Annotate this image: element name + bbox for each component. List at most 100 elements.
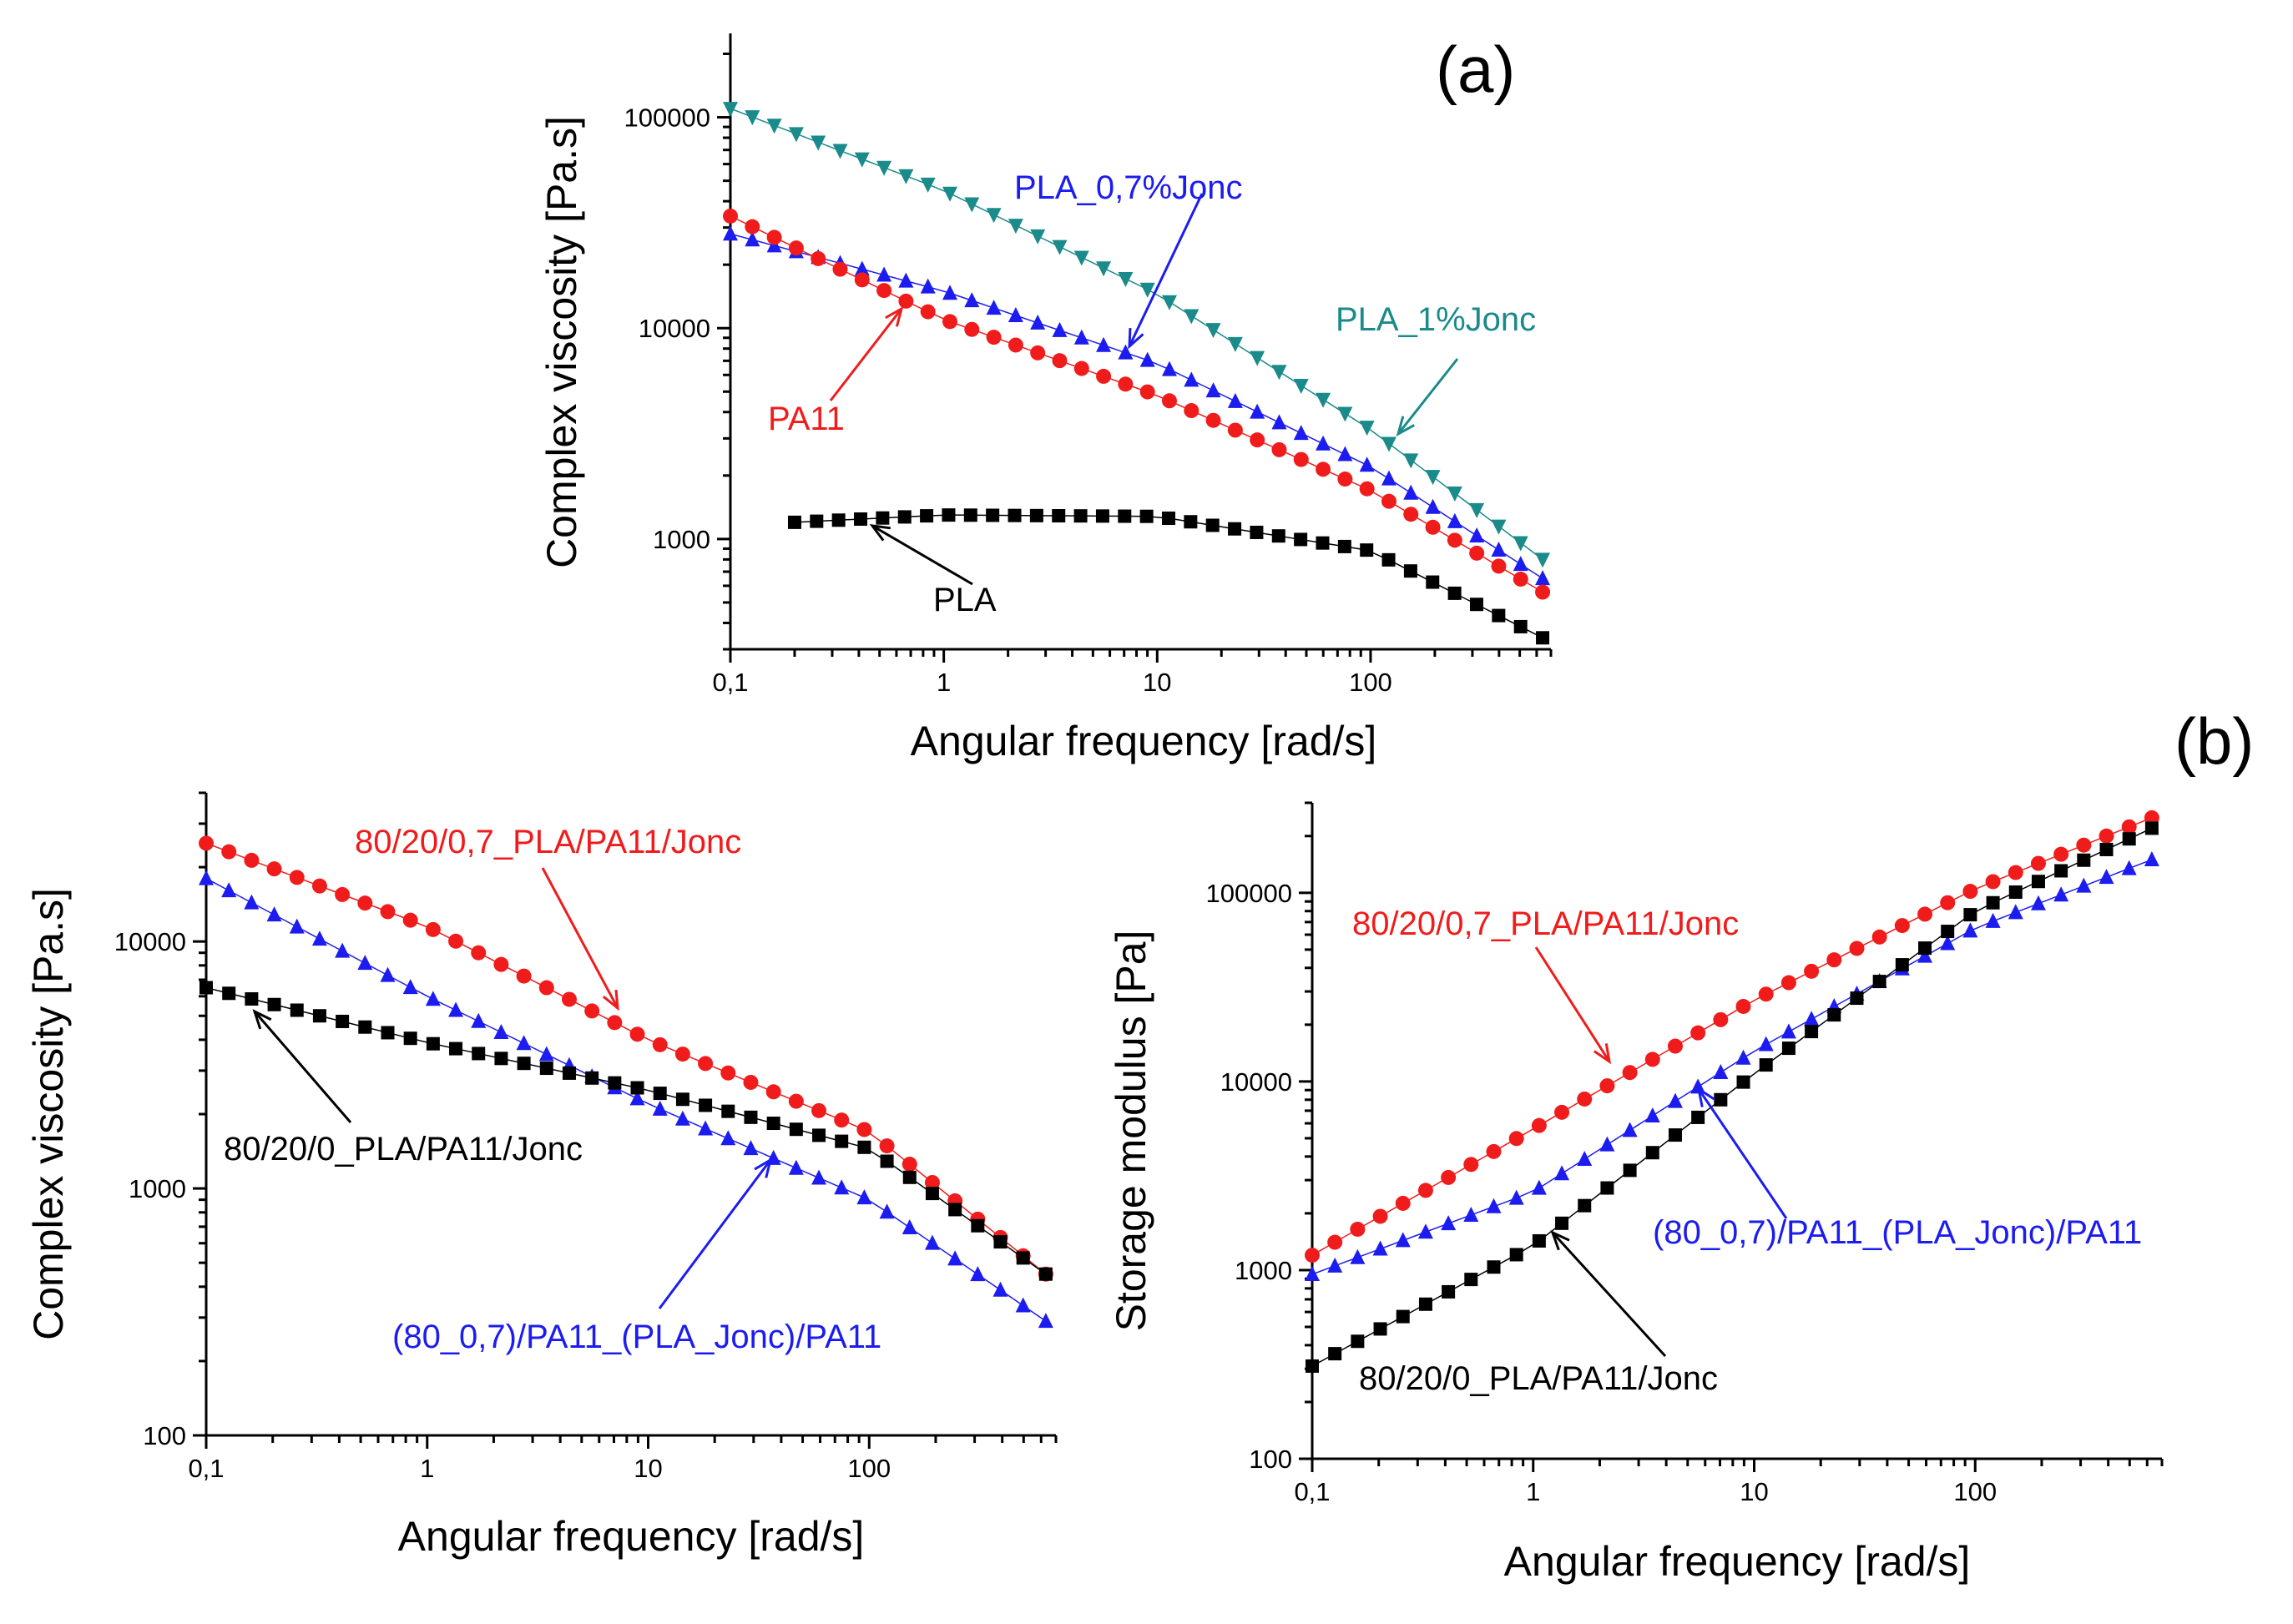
data-point-square [449,1041,463,1056]
data-point-triangle-up [947,1250,963,1266]
data-point-square [426,1036,440,1051]
data-point-circle [698,1056,714,1072]
data-point-triangle-up [698,1120,714,1136]
data-point-triangle-up [1535,570,1551,586]
data-point-triangle-down [1381,436,1397,452]
data-point-square [787,515,801,529]
data-point-square [517,1057,531,1071]
data-point-square [925,1187,939,1201]
data-point-circle [335,886,351,902]
data-point-triangle-up [652,1100,668,1116]
data-point-circle [942,314,957,330]
data-point-triangle-up [1038,1313,1053,1329]
data-point-triangle-up [1139,351,1155,367]
data-point-circle [1644,1052,1660,1067]
data-point-circle [1293,451,1309,467]
data-point-circle [1985,874,2001,890]
data-point-square [358,1020,372,1034]
data-point-circle [1161,393,1177,409]
data-point-circle [898,293,914,309]
data-point-square [831,513,846,527]
data-point-triangle-down [1227,336,1243,352]
data-point-triangle-up [1447,512,1462,528]
data-point-triangle-up [1599,1136,1615,1152]
data-point-triangle-up [2121,860,2137,875]
data-point-square [699,1098,713,1112]
data-point-triangle-down [1271,365,1287,381]
data-point-circle [1535,584,1551,600]
y-axis-label: Complex viscosity [Pa.s] [25,888,72,1340]
data-point-circle [1940,895,1956,910]
data-point-triangle-up [854,260,870,276]
x-tick-label: 100 [1349,668,1392,697]
data-point-circle [856,1122,872,1137]
data-point-square [1623,1163,1637,1178]
data-point-triangle-up [244,894,260,910]
data-point-square [675,1092,689,1107]
y-tick-label: 10000 [639,314,710,343]
data-point-square [1403,564,1417,578]
annotation-arrow [1128,193,1204,347]
data-point-square [1139,509,1154,523]
data-point-square [942,508,956,522]
data-point-circle [788,240,804,256]
data-point-circle [1227,422,1243,438]
data-point-square [920,509,934,523]
data-point-circle [538,980,554,996]
data-point-circle [964,321,980,337]
data-point-circle [607,1015,623,1031]
data-point-triangle-up [2053,886,2069,902]
series-pa11 [723,208,1551,600]
data-point-square [539,1062,553,1076]
data-point-square [1532,1233,1546,1248]
data-point-triangle-up [1463,1206,1479,1222]
data-point-triangle-down [1118,272,1134,288]
data-point-square [2031,875,2045,889]
data-point-triangle-up [1250,403,1265,419]
data-point-square [880,1154,894,1168]
data-point-square [1008,508,1022,522]
data-point-triangle-down [1205,323,1221,339]
data-point-triangle-up [629,1090,645,1106]
data-point-square [1337,539,1351,553]
data-point-circle [765,1084,781,1100]
annotation-arrowhead [1396,416,1415,437]
data-point-square [857,1140,871,1154]
y-tick-label: 100000 [624,103,710,133]
data-point-square [1941,925,1955,939]
data-point-circle [902,1157,917,1173]
y-tick-label: 10000 [114,927,186,956]
data-point-circle [811,1102,827,1118]
data-point-triangle-up [1713,1064,1729,1080]
data-point-triangle-up [1316,435,1331,451]
data-point-circle [311,878,327,894]
series-80-20-0-7-pla-pa11-jonc [1305,809,2159,1263]
data-point-square [1396,1309,1410,1324]
data-point-circle [1096,368,1112,384]
data-point-circle [743,1074,759,1090]
data-point-circle [1008,337,1023,353]
annotation-arrowhead [602,989,619,1011]
data-point-triangle-up [986,300,1002,315]
data-point-square [1513,619,1528,633]
data-point-circle [1894,918,1910,934]
data-point-triangle-up [425,991,441,1006]
data-point-triangle-down [1184,309,1200,325]
data-point-circle [1531,1117,1547,1133]
annotation-label: PLA [933,582,997,618]
data-point-square [200,981,213,995]
annotation-arrow [829,308,903,401]
data-point-triangle-up [1667,1092,1683,1108]
data-point-circle [2121,819,2137,835]
annotation-arrowhead [1550,1230,1570,1251]
annotation-arrowhead [869,524,891,542]
series-80-20-0-pla-pa11-jonc [200,981,1053,1281]
data-point-triangle-up [289,918,305,934]
data-point-square [789,1122,803,1137]
data-point-circle [745,219,760,235]
data-point-square [2008,885,2023,899]
x-tick-label: 0,1 [1294,1477,1330,1506]
data-point-triangle-up [1513,556,1528,572]
data-point-circle [2099,828,2114,844]
